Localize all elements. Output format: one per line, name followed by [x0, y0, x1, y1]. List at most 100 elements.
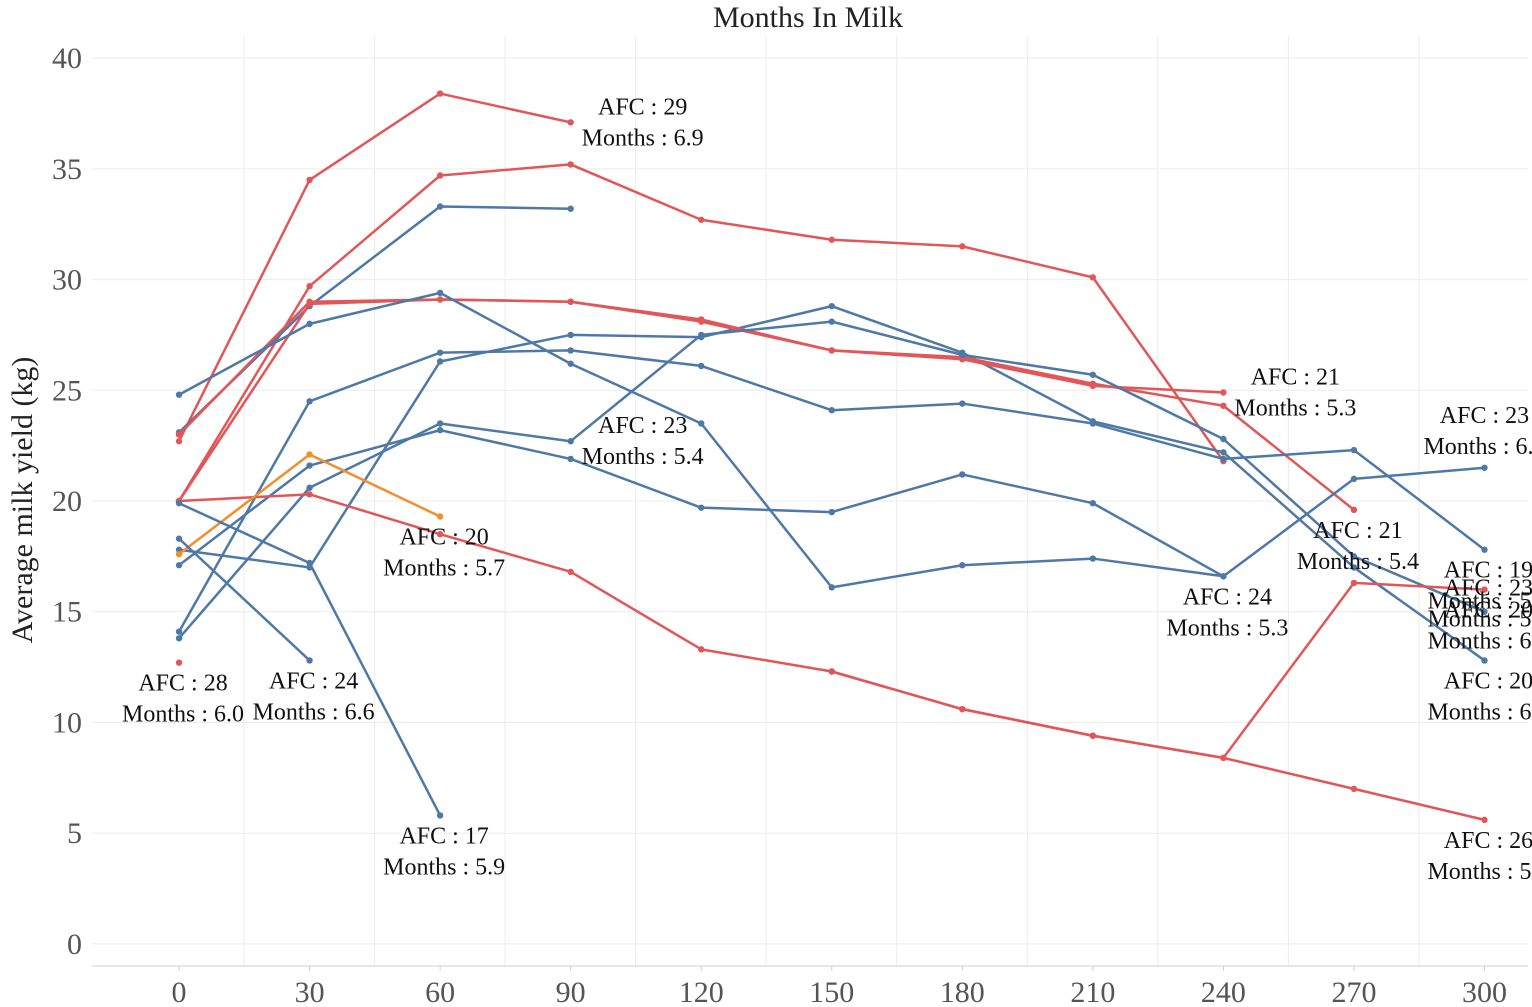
y-tick-label: 25 — [52, 374, 82, 407]
annotation-label: AFC : 20 Months : 6.4 — [1427, 598, 1532, 655]
annotation-afc: AFC : 24 — [1183, 584, 1272, 610]
series-group — [175, 90, 574, 445]
x-tick-label: 0 — [172, 976, 187, 1007]
annotation-label: AFC : 24 Months : 6.6 — [253, 668, 375, 725]
annotation-label: AFC : 26 Months : 5.4 — [1427, 828, 1532, 885]
data-point — [306, 300, 313, 308]
annotation-label: AFC : 19 Months : 5.4 — [1427, 558, 1532, 615]
data-point — [567, 205, 574, 212]
annotation-label: AFC : 23 Months : 5.5 — [1427, 575, 1532, 632]
data-point — [567, 298, 574, 305]
annotation-months: Months : 6.9 — [1427, 699, 1532, 725]
annotation-afc: AFC : 20 — [1444, 668, 1532, 694]
series-group — [828, 668, 1488, 824]
data-point — [828, 407, 835, 414]
data-point — [175, 550, 183, 558]
x-tick-label: 240 — [1201, 976, 1246, 1007]
data-point — [698, 318, 705, 325]
annotation-afc: AFC : 23 — [1444, 575, 1532, 601]
data-point — [959, 243, 966, 250]
annotation-months: Months : 5.3 — [1166, 615, 1288, 641]
data-point — [436, 513, 444, 520]
data-point — [698, 504, 705, 511]
data-point — [959, 471, 966, 478]
data-point — [1089, 732, 1097, 739]
x-tick-label: 210 — [1070, 976, 1115, 1007]
y-tick-label: 15 — [52, 596, 82, 629]
data-point — [1350, 475, 1358, 483]
data-point — [1089, 274, 1097, 281]
data-point — [175, 391, 183, 398]
data-point — [828, 236, 835, 243]
data-point — [1220, 449, 1227, 456]
data-point — [175, 500, 183, 507]
series-line — [177, 92, 571, 442]
data-point — [698, 216, 705, 223]
data-point — [306, 491, 313, 498]
annotation-label: AFC : 29 Months : 6.9 — [582, 94, 704, 151]
x-tick-label: 30 — [295, 976, 325, 1007]
data-point — [306, 462, 313, 469]
data-point — [306, 398, 313, 405]
annotation-months: Months : 6.0 — [122, 702, 244, 728]
data-point — [698, 362, 705, 370]
series-line — [831, 670, 1485, 822]
x-tick-label: 270 — [1331, 976, 1376, 1007]
data-point — [436, 358, 444, 365]
data-point — [436, 203, 444, 210]
data-point — [306, 657, 313, 664]
annotations: AFC : 29 Months : 6.9 AFC : 21 Months : 5.3… — [122, 94, 1532, 885]
annotation-label: AFC : 20 Months : 6.9 — [1427, 668, 1532, 725]
data-point — [175, 546, 183, 553]
data-point — [306, 484, 313, 491]
annotation-afc: AFC : 17 — [399, 823, 488, 849]
data-point — [175, 438, 183, 445]
data-point — [436, 420, 444, 427]
data-point — [828, 584, 835, 591]
data-point — [1481, 657, 1488, 664]
data-point — [567, 360, 574, 367]
annotation-months: Months : 6.9 — [582, 125, 704, 151]
annotation-afc: AFC : 28 — [138, 671, 227, 697]
annotation-label: AFC : 20 Months : 5.7 — [383, 525, 505, 582]
data-point — [698, 646, 705, 653]
data-point — [306, 320, 313, 328]
annotation-months: Months : 5.4 — [1427, 859, 1532, 885]
data-point — [1220, 573, 1227, 580]
data-point — [1481, 546, 1488, 553]
annotation-label: AFC : 17 Months : 5.9 — [383, 823, 505, 880]
data-point — [567, 161, 574, 168]
data-point — [306, 559, 313, 567]
annotation-months: Months : 6.6 — [253, 699, 375, 725]
data-point — [828, 508, 835, 516]
annotation-afc: AFC : 24 — [269, 668, 358, 694]
series-line — [178, 537, 311, 662]
grid-lines — [92, 36, 1528, 966]
x-tick-label: 90 — [556, 976, 586, 1007]
data-point — [306, 283, 313, 290]
data-point — [567, 568, 574, 576]
data-point — [436, 172, 444, 179]
y-tick-label: 5 — [67, 817, 82, 850]
annotation-months: Months : 6.4 — [1427, 629, 1532, 655]
data-point — [1220, 754, 1227, 762]
data-point — [1481, 464, 1488, 471]
data-point — [1089, 371, 1097, 378]
data-point — [959, 705, 966, 713]
x-tick-label: 300 — [1462, 976, 1507, 1007]
data-point — [175, 431, 183, 438]
x-tick-label: 150 — [809, 976, 854, 1007]
annotation-afc: AFC : 20 — [399, 525, 488, 551]
annotation-afc: AFC : 19 — [1444, 558, 1532, 584]
data-point — [1350, 446, 1358, 454]
annotation-afc: AFC : 21 — [1313, 518, 1402, 544]
data-point — [1350, 785, 1358, 793]
y-tick-label: 20 — [52, 485, 82, 518]
y-axis-title: Average milk yield (kg) — [6, 357, 39, 644]
series-group — [175, 535, 313, 664]
data-point — [175, 635, 183, 642]
annotation-months: Months : 5.4 — [582, 444, 704, 470]
annotation-afc: AFC : 20 — [1444, 598, 1532, 624]
data-point — [1220, 389, 1227, 396]
data-point — [828, 318, 835, 325]
